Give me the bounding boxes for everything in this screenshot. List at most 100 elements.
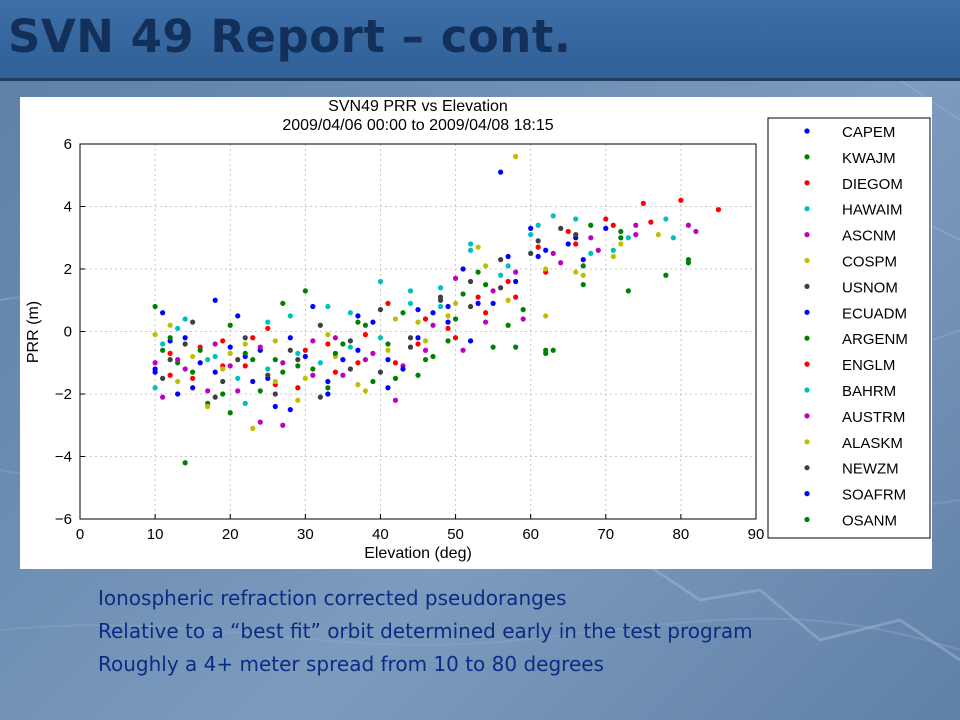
data-point [280, 360, 286, 366]
data-points [152, 153, 722, 466]
data-point [550, 250, 556, 256]
data-point [205, 357, 211, 363]
data-point [513, 344, 519, 350]
x-tick-label: 60 [522, 526, 539, 543]
data-point [295, 357, 301, 363]
data-point [250, 378, 256, 385]
legend-label: ENGLM [842, 357, 895, 374]
data-point [483, 263, 489, 269]
data-point [310, 338, 316, 344]
data-point [227, 350, 233, 356]
data-point [670, 235, 676, 241]
data-point [558, 260, 564, 266]
data-point [160, 341, 166, 347]
data-point [287, 313, 293, 319]
data-point [152, 369, 158, 375]
x-tick-label: 50 [447, 526, 464, 543]
slide-title: SVN 49 Report – cont. [8, 10, 572, 63]
data-point [633, 222, 639, 228]
data-point [160, 375, 166, 381]
data-point [392, 397, 399, 403]
data-point [302, 353, 308, 360]
bullet-item: Roughly a 4+ meter spread from 10 to 80 … [98, 652, 604, 676]
data-point [407, 344, 414, 350]
data-point [400, 366, 406, 372]
data-point [152, 332, 158, 338]
chart-panel: SVN49 PRR vs Elevation 2009/04/06 00:00 … [20, 97, 932, 569]
data-point [460, 291, 466, 297]
legend-label: HAWAIM [842, 202, 903, 219]
data-point [295, 350, 301, 356]
data-point [242, 400, 248, 406]
data-point [325, 391, 331, 397]
data-point [272, 378, 278, 385]
data-point [197, 360, 203, 366]
data-point [610, 222, 616, 228]
data-point [392, 316, 399, 322]
data-point [430, 353, 436, 360]
data-point [490, 344, 496, 350]
data-point [242, 350, 248, 356]
data-point [505, 322, 511, 328]
scatter-chart: SVN49 PRR vs Elevation 2009/04/06 00:00 … [25, 98, 931, 562]
data-point [535, 238, 541, 244]
legend-label: ECUADM [842, 305, 907, 322]
data-point [415, 341, 421, 347]
data-point [197, 347, 203, 353]
data-point [265, 325, 271, 331]
data-point [212, 394, 218, 400]
data-point [175, 325, 181, 331]
data-point [332, 369, 338, 375]
data-point [152, 303, 158, 310]
legend-marker [804, 180, 810, 186]
title-bar: SVN 49 Report – cont. [0, 0, 960, 81]
data-point [167, 357, 173, 363]
legend-marker [804, 387, 810, 393]
legend-label: USNOM [842, 279, 898, 296]
data-point [340, 357, 346, 363]
plot-area-frame [79, 143, 757, 520]
y-tick-label: 4 [64, 199, 72, 216]
data-point [220, 366, 226, 372]
legend-marker [804, 154, 810, 160]
data-point [603, 216, 609, 222]
data-point [715, 207, 722, 213]
y-tick-label: 2 [64, 261, 72, 278]
y-tick-label: −6 [55, 511, 72, 528]
data-point [385, 385, 391, 391]
data-point [220, 338, 226, 344]
data-point [483, 282, 489, 288]
data-point [580, 263, 586, 269]
data-point [407, 288, 414, 294]
legend-marker [804, 128, 810, 134]
data-point [377, 369, 384, 375]
legend-marker [804, 413, 810, 419]
data-point [648, 219, 654, 225]
data-point [227, 322, 233, 328]
data-point [392, 360, 399, 366]
data-point [355, 319, 361, 325]
data-point [520, 307, 526, 313]
data-point [227, 344, 233, 350]
data-point [618, 241, 624, 247]
data-point [340, 341, 346, 347]
data-point [190, 369, 196, 375]
y-tick-label: −4 [55, 449, 72, 466]
data-point [272, 391, 278, 397]
data-point [452, 335, 459, 341]
legend-label: OSANM [842, 513, 897, 530]
data-point [280, 422, 286, 428]
data-point [250, 335, 256, 341]
data-point [633, 232, 639, 238]
legend-marker [804, 206, 810, 212]
x-tick-label: 80 [673, 526, 690, 543]
x-axis-label: Elevation (deg) [364, 545, 472, 562]
data-point [505, 278, 511, 285]
data-point [317, 322, 323, 328]
data-point [152, 385, 158, 391]
data-point [272, 357, 278, 363]
data-point [265, 372, 271, 378]
data-point [317, 394, 323, 400]
data-point [182, 316, 188, 322]
data-point [355, 313, 361, 319]
